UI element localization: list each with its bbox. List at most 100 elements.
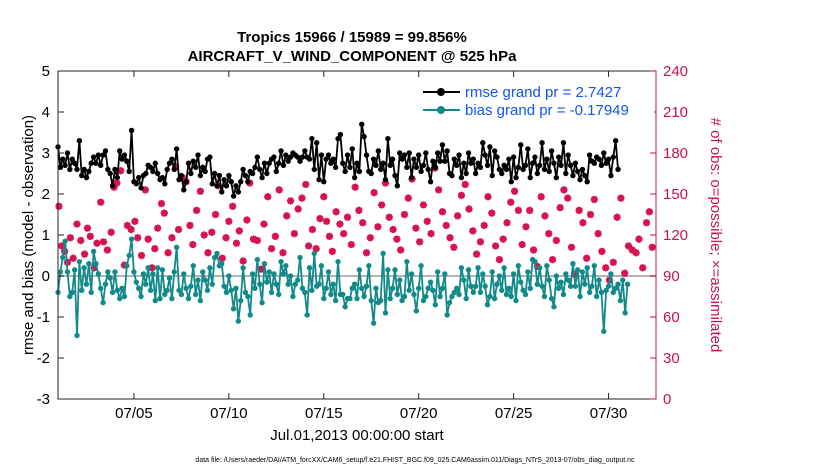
obs-marker — [419, 201, 428, 209]
bias-point — [380, 250, 386, 257]
bias-point — [363, 283, 370, 289]
legend-box — [418, 80, 654, 124]
bias-point — [211, 254, 218, 261]
bias-point — [261, 261, 268, 267]
y-axis-label-left: rmse and bias (model - observation) — [20, 115, 37, 355]
bias-point — [126, 252, 132, 259]
bias-point — [98, 285, 104, 291]
bias-point — [264, 279, 270, 285]
x-tick-label: 07/20 — [400, 405, 438, 422]
bias-point — [195, 277, 201, 283]
y-tick-label-left: 2 — [42, 186, 50, 203]
bias-point — [147, 287, 154, 294]
obs-marker — [594, 230, 602, 238]
rmse-point — [565, 152, 571, 158]
obs-marker — [97, 198, 105, 206]
rmse-point — [57, 164, 64, 171]
rmse-point — [475, 160, 481, 166]
rmse-point — [439, 142, 446, 148]
rmse-point — [183, 179, 189, 185]
obs-marker — [290, 230, 298, 238]
bias-point — [278, 258, 284, 265]
obs-marker — [571, 271, 579, 279]
rmse-point — [541, 166, 548, 173]
legend: rmse grand pr = 2.7427 bias grand pr = -… — [418, 80, 654, 124]
rmse-point — [370, 156, 377, 162]
obs-marker — [325, 232, 334, 240]
obs-marker — [473, 250, 481, 258]
rmse-point — [354, 160, 360, 166]
bias-point — [503, 291, 510, 298]
obs-marker — [438, 208, 447, 216]
bias-point — [624, 281, 631, 287]
rmse-point — [529, 160, 536, 166]
obs-marker — [186, 221, 194, 230]
rmse-point — [468, 160, 474, 166]
obs-marker — [648, 243, 656, 251]
bias-point — [572, 283, 579, 289]
rmse-point — [434, 150, 441, 156]
bias-point — [159, 267, 166, 273]
rmse-point — [499, 170, 505, 177]
rmse-point — [332, 164, 339, 171]
bias-point — [551, 304, 557, 310]
obs-marker — [510, 187, 519, 195]
obs-marker — [131, 217, 139, 225]
rmse-point — [240, 166, 246, 173]
rmse-point — [249, 170, 256, 177]
rmse-point — [570, 172, 576, 179]
rmse-point — [361, 133, 367, 140]
rmse-point — [387, 162, 393, 168]
rmse-point — [591, 160, 598, 166]
obs-marker — [442, 221, 450, 230]
bias-point — [494, 281, 500, 287]
rmse-point — [363, 152, 370, 158]
obs-marker — [552, 236, 560, 245]
rmse-point — [271, 154, 277, 160]
bias-point — [64, 269, 71, 275]
rmse-point — [510, 154, 517, 160]
rmse-point — [207, 154, 213, 160]
bias-point — [321, 295, 327, 302]
bias-point — [442, 271, 448, 277]
bias-point — [81, 265, 87, 271]
x-axis-label: Jul.01,2013 00:00:00 start — [270, 427, 444, 444]
obs-marker — [450, 243, 458, 251]
bias-point — [579, 269, 586, 275]
bias-point — [57, 269, 64, 275]
obs-marker — [77, 236, 85, 245]
obs-marker — [283, 212, 291, 220]
rmse-point — [423, 150, 429, 156]
bias-point — [124, 263, 130, 269]
rmse-point — [209, 181, 215, 187]
obs-marker — [579, 219, 587, 227]
obs-marker — [484, 193, 492, 201]
bias-point — [275, 291, 282, 298]
bias-point — [534, 281, 541, 287]
bias-point — [565, 277, 571, 283]
obs-marker — [286, 197, 295, 205]
rmse-point — [233, 183, 239, 189]
bias-point — [109, 289, 116, 296]
rmse-point — [465, 150, 472, 156]
rmse-point — [572, 160, 579, 166]
bias-point — [259, 299, 265, 306]
bias-point — [347, 295, 353, 302]
rmse-point — [513, 174, 519, 181]
bias-point — [131, 269, 137, 275]
rmse-point — [442, 158, 448, 164]
rmse-point — [321, 179, 327, 185]
obs-marker — [336, 220, 344, 228]
obs-marker — [518, 240, 526, 249]
bias-point — [446, 299, 453, 306]
obs-marker — [400, 210, 409, 219]
obs-marker — [435, 186, 443, 194]
bias-point — [223, 289, 230, 296]
obs-marker — [58, 242, 66, 250]
rmse-point — [318, 152, 325, 158]
rmse-point — [135, 174, 142, 181]
bias-point — [90, 248, 97, 255]
obs-marker — [564, 194, 572, 202]
x-tick-label: 07/10 — [210, 405, 248, 422]
obs-marker — [320, 193, 328, 201]
